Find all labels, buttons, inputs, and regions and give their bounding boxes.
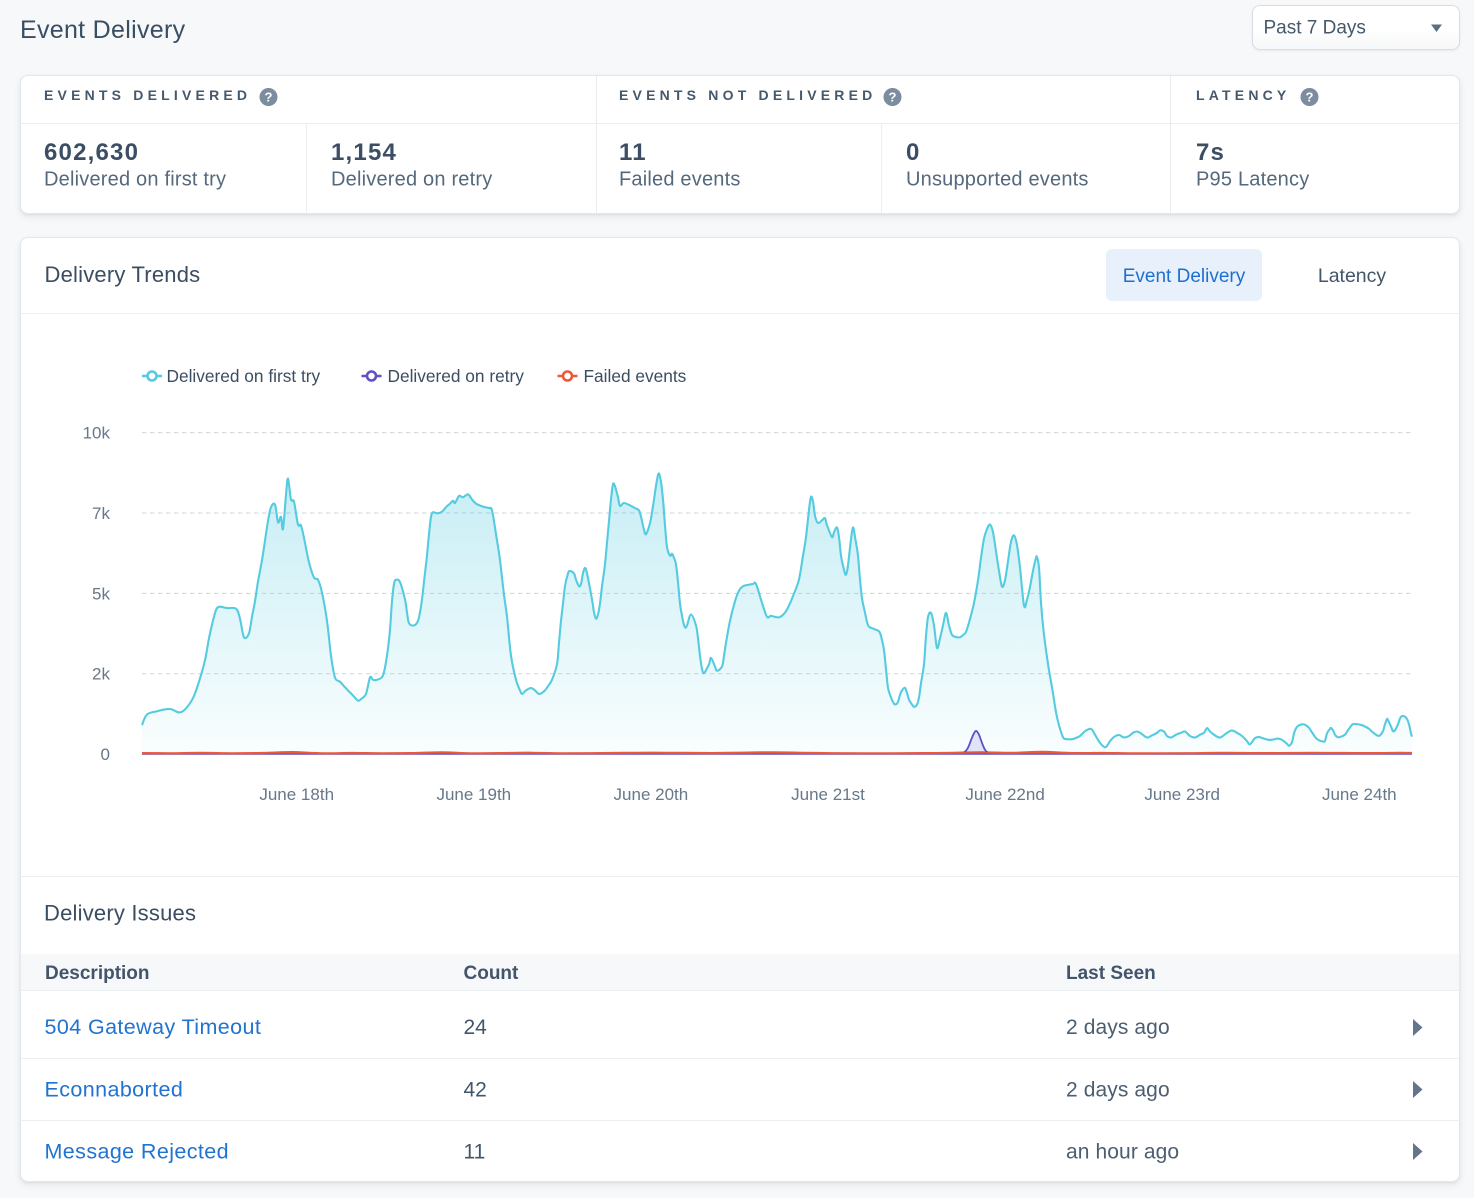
svg-text:Message Rejected: Message Rejected xyxy=(45,1140,229,1164)
svg-text:EVENTS NOT DELIVERED: EVENTS NOT DELIVERED xyxy=(619,87,876,103)
svg-text:Last Seen: Last Seen xyxy=(1066,963,1156,984)
svg-text:2k: 2k xyxy=(92,665,110,684)
svg-text:2 days ago: 2 days ago xyxy=(1066,1016,1170,1039)
svg-text:2 days ago: 2 days ago xyxy=(1066,1079,1170,1102)
svg-text:602,630: 602,630 xyxy=(44,139,139,166)
svg-text:Delivered on first try: Delivered on first try xyxy=(167,366,321,386)
svg-text:June 22nd: June 22nd xyxy=(965,785,1044,804)
svg-text:Past 7 Days: Past 7 Days xyxy=(1264,18,1366,39)
svg-text:11: 11 xyxy=(619,139,647,166)
svg-text:24: 24 xyxy=(464,1016,488,1039)
svg-text:Count: Count xyxy=(464,963,520,984)
svg-text:11: 11 xyxy=(464,1141,486,1164)
svg-text:June 19th: June 19th xyxy=(436,785,511,804)
svg-text:5k: 5k xyxy=(92,584,110,603)
svg-text:June 20th: June 20th xyxy=(614,785,689,804)
svg-text:0: 0 xyxy=(101,745,110,764)
svg-text:10k: 10k xyxy=(83,424,111,443)
svg-text:June 23rd: June 23rd xyxy=(1144,785,1220,804)
svg-text:0: 0 xyxy=(906,139,921,166)
svg-text:1,154: 1,154 xyxy=(331,139,397,166)
svg-text:Delivered on retry: Delivered on retry xyxy=(331,169,492,191)
svg-text:June 24th: June 24th xyxy=(1322,785,1397,804)
svg-text:Event Delivery: Event Delivery xyxy=(1123,266,1246,287)
svg-text:June 21st: June 21st xyxy=(791,785,865,804)
svg-text:an hour ago: an hour ago xyxy=(1066,1141,1179,1164)
svg-text:LATENCY: LATENCY xyxy=(1196,87,1290,103)
svg-text:Description: Description xyxy=(45,963,150,984)
svg-text:June 18th: June 18th xyxy=(259,785,334,804)
svg-text:42: 42 xyxy=(464,1079,487,1102)
svg-text:?: ? xyxy=(265,90,273,105)
svg-text:7s: 7s xyxy=(1196,139,1225,166)
svg-text:504 Gateway Timeout: 504 Gateway Timeout xyxy=(45,1015,262,1039)
svg-text:Econnaborted: Econnaborted xyxy=(45,1078,184,1102)
svg-text:?: ? xyxy=(889,90,897,105)
svg-text:EVENTS DELIVERED: EVENTS DELIVERED xyxy=(44,87,251,103)
svg-text:7k: 7k xyxy=(92,504,110,523)
svg-text:Failed events: Failed events xyxy=(619,169,741,191)
svg-text:Delivered on retry: Delivered on retry xyxy=(388,366,525,386)
svg-text:Failed events: Failed events xyxy=(584,366,687,386)
svg-text:Event Delivery: Event Delivery xyxy=(20,16,186,44)
svg-text:Delivered on first try: Delivered on first try xyxy=(44,169,226,191)
svg-text:Unsupported events: Unsupported events xyxy=(906,169,1089,191)
svg-text:P95 Latency: P95 Latency xyxy=(1196,169,1309,191)
svg-text:Latency: Latency xyxy=(1318,265,1387,287)
svg-text:Delivery Issues: Delivery Issues xyxy=(44,901,196,926)
svg-text:?: ? xyxy=(1306,90,1314,105)
svg-text:Delivery Trends: Delivery Trends xyxy=(45,262,201,287)
